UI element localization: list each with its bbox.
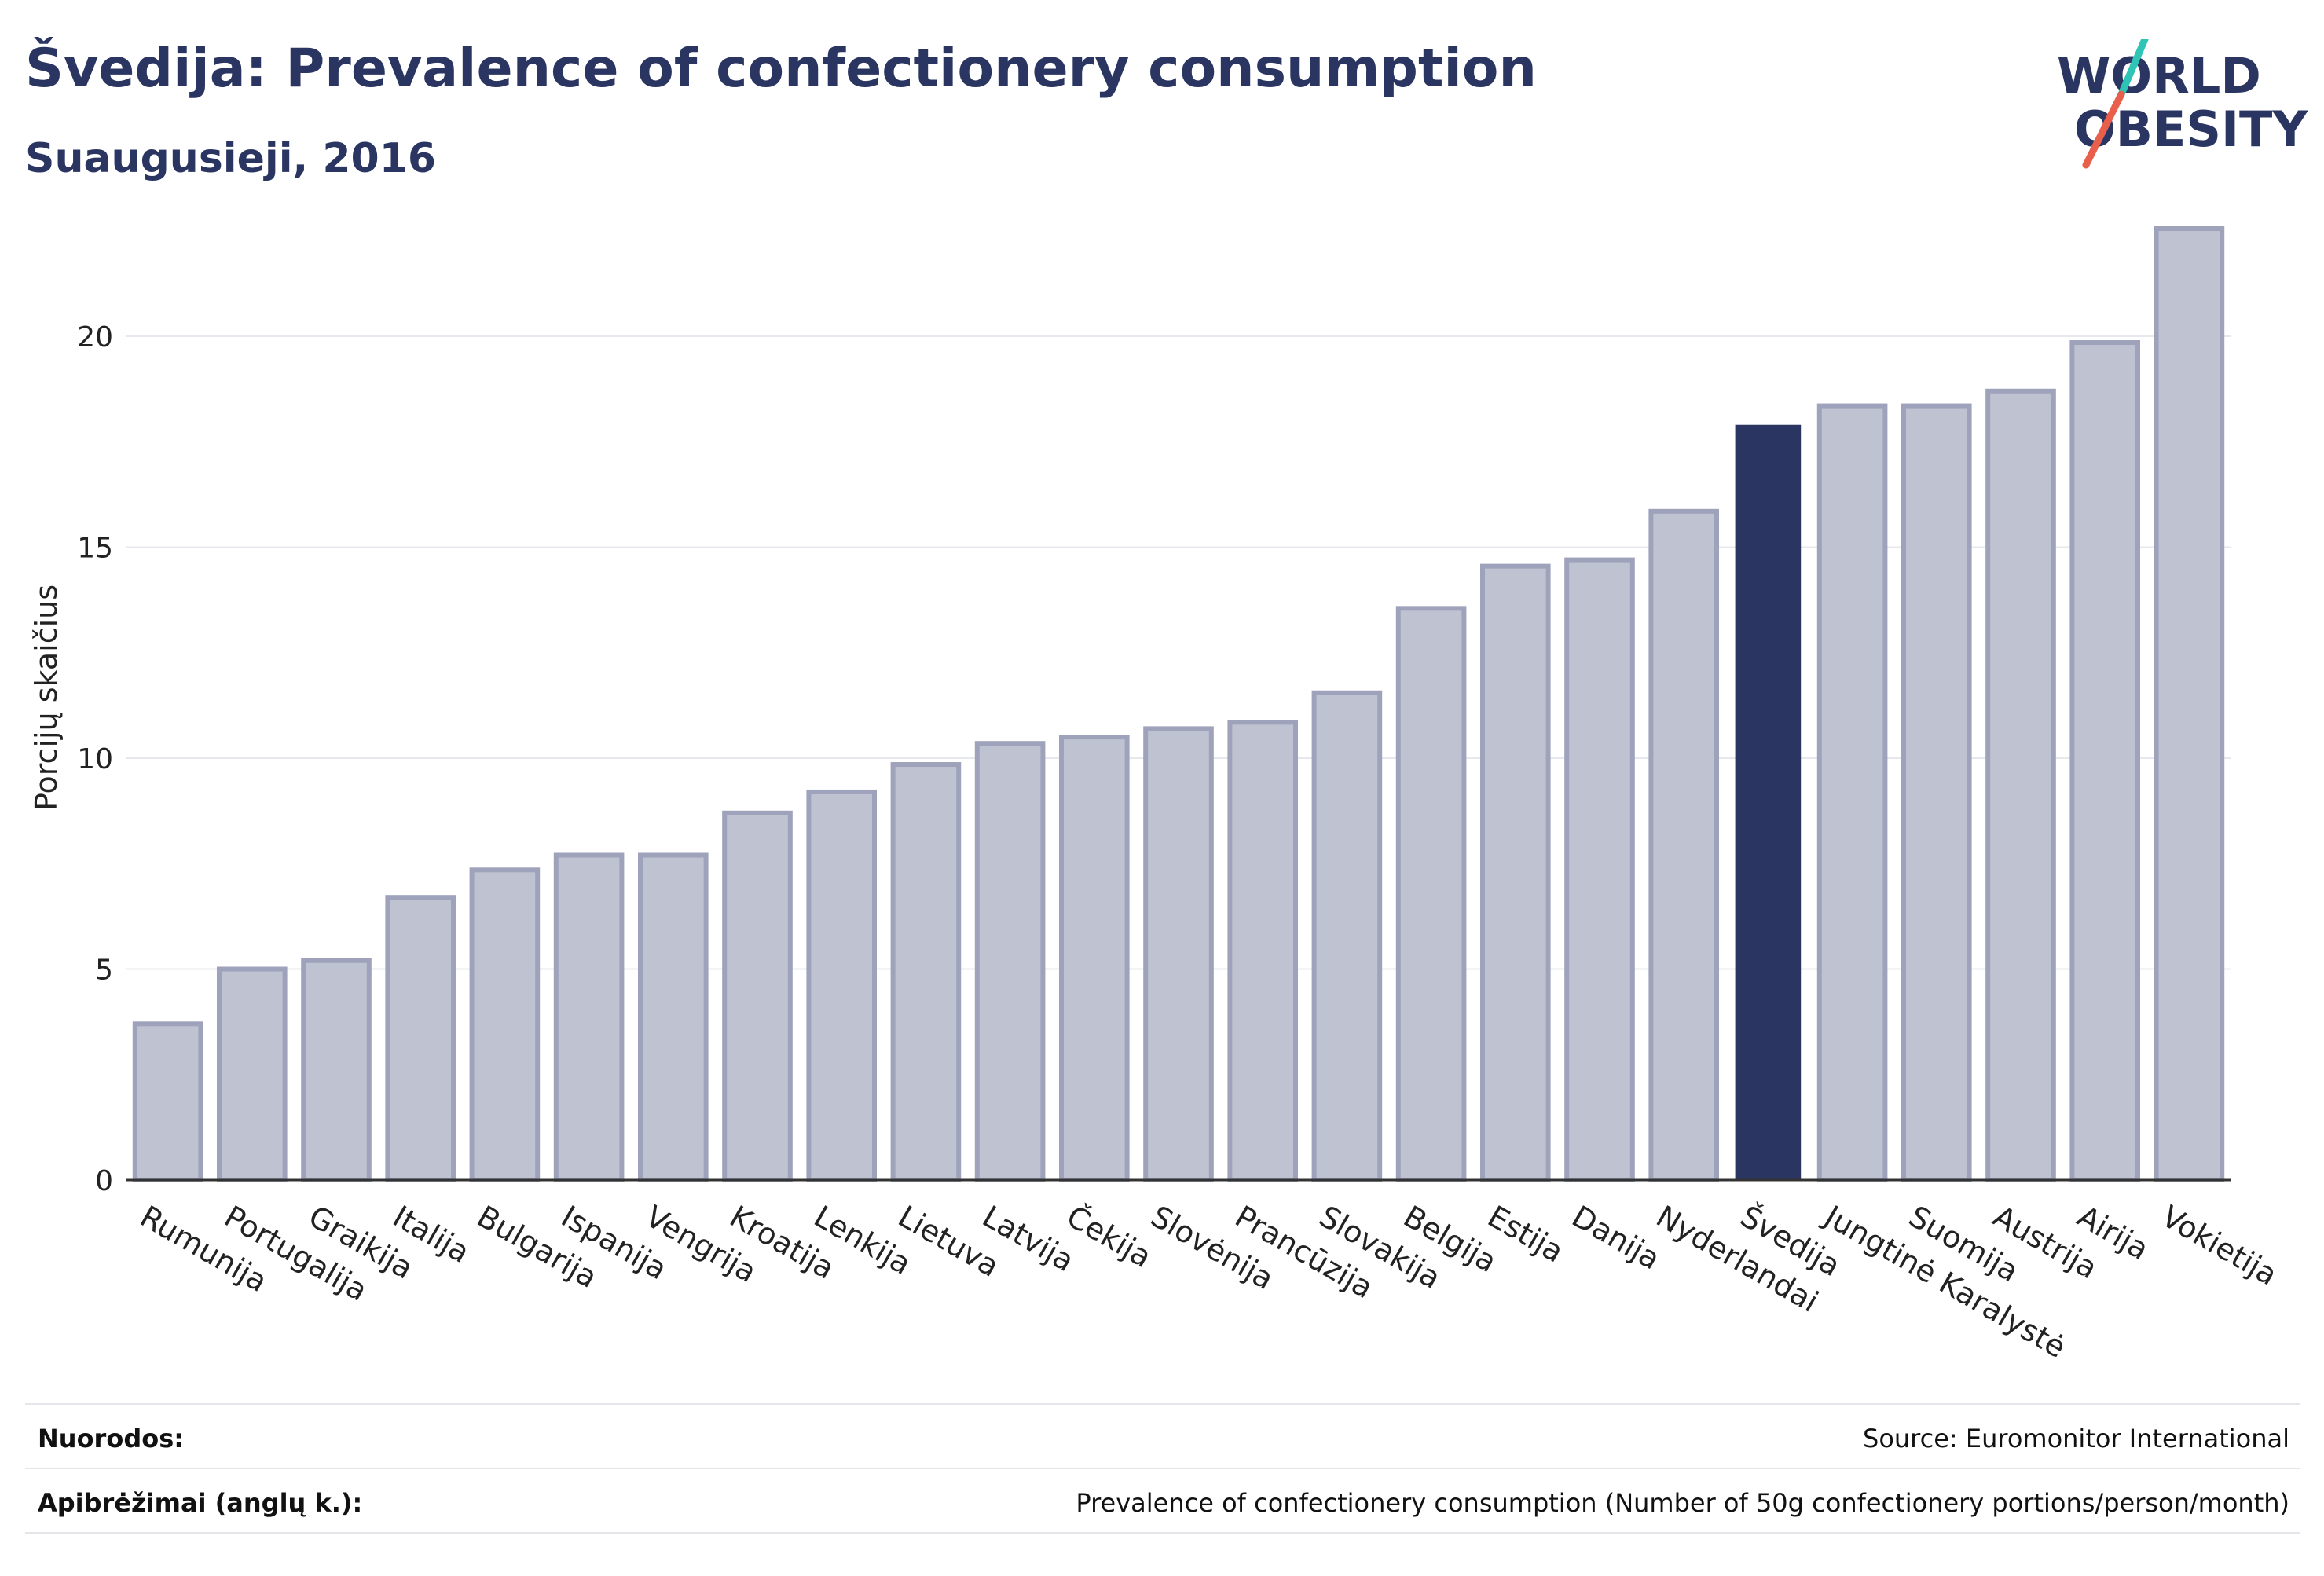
bar-jungtinė-karalystė[interactable] [1816,403,1888,1182]
bar-slovakija[interactable] [1311,690,1383,1182]
bar-suomija[interactable] [1901,403,1972,1182]
y-tick-label: 15 [77,532,113,564]
bar-latvija[interactable] [974,741,1046,1182]
bar-nyderlandai[interactable] [1648,508,1720,1182]
logo-slash-top [2117,39,2149,98]
x-tick-label: Vokietija [2156,1199,2283,1292]
bar-airija[interactable] [2069,340,2141,1182]
definitions-value: Prevalence of confectionery consumption … [1076,1488,2289,1518]
bar-ispanija[interactable] [553,852,625,1183]
bar-danija[interactable] [1564,557,1635,1182]
bar-graikija[interactable] [301,958,372,1182]
logo-line1: WORLD [2057,47,2261,104]
bar-portugalija[interactable] [216,966,288,1183]
bar-austrija[interactable] [1985,388,2056,1182]
page-subtitle: Suaugusieji, 2016 [25,135,437,182]
bar-chart: 05101520RumunijaPortugalijaGraikijaItali… [29,226,2283,1365]
y-axis-label: Porcijų skaičius [29,585,64,811]
footer-divider-bottom [25,1532,2300,1534]
definitions-label: Apibrėžimai (anglų k.): [38,1488,363,1518]
page-title: Švedija: Prevalence of confectionery con… [25,38,1537,100]
bar-bulgarija[interactable] [469,867,541,1182]
footer-references-row: Nuorodos: Source: Euromonitor Internatio… [38,1414,2289,1461]
references-value: Source: Euromonitor International [1863,1424,2289,1453]
bar-belgija[interactable] [1395,606,1467,1182]
bar-italija[interactable] [385,895,456,1183]
bar-lietuva[interactable] [890,762,962,1182]
bar-čekija[interactable] [1058,735,1130,1182]
y-tick-label: 20 [77,321,113,354]
x-tick-label: Čekija [1061,1199,1157,1274]
bar-estija[interactable] [1479,563,1551,1182]
bar-vengrija[interactable] [637,852,709,1183]
footer-definitions-row: Apibrėžimai (anglų k.): Prevalence of co… [38,1479,2289,1526]
footer-divider-middle [25,1468,2300,1469]
bar-prancūzija[interactable] [1227,720,1299,1182]
bar-lenkija[interactable] [806,789,878,1182]
bar-vokietija[interactable] [2154,226,2225,1183]
y-tick-label: 5 [95,954,113,986]
world-obesity-logo: WORLD OBESITY [2057,39,2308,169]
bar-slovėnija[interactable] [1143,726,1214,1182]
bar-rumunija[interactable] [132,1021,203,1182]
y-tick-label: 10 [77,743,113,775]
bar-layer [132,226,2225,1183]
bar-švedija[interactable] [1735,424,1802,1180]
y-tick-label: 0 [95,1165,113,1197]
logo-slash-bottom [2082,90,2125,169]
references-label: Nuorodos: [38,1424,185,1453]
bar-kroatija[interactable] [722,810,793,1182]
x-tick-label: Danija [1567,1199,1666,1277]
footer-divider-top [25,1403,2300,1405]
